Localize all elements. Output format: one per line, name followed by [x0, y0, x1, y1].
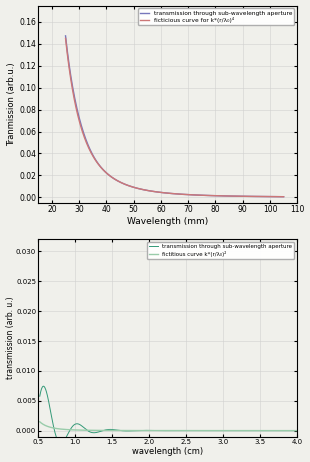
transmission through sub-wavelength aperture — [167, 190, 171, 196]
transmission through sub-wavelength aperture — [239, 428, 243, 433]
ficticious curve for k*(r/λ₀)⁴ — [64, 36, 67, 41]
ficticious curve for k*(r/λ₀)⁴ — [277, 194, 280, 200]
ficticious curve for k*(r/λ₀)⁴ — [282, 194, 286, 200]
ficticious curve for k*(r/λ₀)⁴ — [169, 191, 172, 196]
transmission through sub-wavelength aperture — [64, 33, 67, 39]
fictitious curve k*(r/λ₀)² — [64, 427, 68, 432]
ficticious curve for k*(r/λ₀)⁴ — [182, 192, 185, 197]
fictitious curve k*(r/λ₀)² — [243, 428, 247, 433]
transmission through sub-wavelength aperture — [215, 428, 219, 433]
transmission through sub-wavelength aperture — [193, 192, 197, 198]
fictitious curve k*(r/λ₀)² — [142, 428, 146, 433]
transmission through sub-wavelength aperture — [277, 194, 280, 200]
transmission through sub-wavelength aperture — [182, 192, 185, 197]
X-axis label: wavelength (cm): wavelength (cm) — [132, 447, 203, 456]
transmission through sub-wavelength aperture — [282, 194, 286, 200]
Line: transmission through sub-wavelength aperture: transmission through sub-wavelength aper… — [65, 36, 284, 197]
Legend: transmission through sub-wavelength aperture, fictitious curve k*(r/λ₀)²: transmission through sub-wavelength aper… — [147, 242, 294, 259]
transmission through sub-wavelength aperture — [152, 428, 156, 433]
Y-axis label: transmission (arb. u.): transmission (arb. u.) — [6, 297, 15, 379]
Line: fictitious curve k*(r/λ₀)²: fictitious curve k*(r/λ₀)² — [40, 422, 297, 431]
Legend: transmission through sub-wavelength aperture, ficticious curve for k*(r/λ₀)⁴: transmission through sub-wavelength aper… — [138, 8, 294, 25]
transmission through sub-wavelength aperture — [295, 428, 299, 433]
ficticious curve for k*(r/λ₀)⁴ — [242, 194, 246, 199]
fictitious curve k*(r/λ₀)² — [151, 428, 155, 433]
transmission through sub-wavelength aperture — [169, 191, 172, 196]
Y-axis label: Tranmission (arb.u.): Tranmission (arb.u.) — [7, 62, 16, 146]
Line: transmission through sub-wavelength aperture: transmission through sub-wavelength aper… — [40, 386, 297, 444]
fictitious curve k*(r/λ₀)² — [38, 419, 42, 425]
fictitious curve k*(r/λ₀)² — [215, 428, 219, 433]
transmission through sub-wavelength aperture — [143, 428, 146, 433]
ficticious curve for k*(r/λ₀)⁴ — [167, 190, 171, 196]
X-axis label: Wavelength (mm): Wavelength (mm) — [127, 217, 208, 225]
transmission through sub-wavelength aperture — [38, 394, 42, 399]
transmission through sub-wavelength aperture — [59, 441, 63, 446]
transmission through sub-wavelength aperture — [65, 434, 69, 439]
fictitious curve k*(r/λ₀)² — [239, 428, 242, 433]
transmission through sub-wavelength aperture — [242, 194, 246, 199]
transmission through sub-wavelength aperture — [42, 383, 45, 389]
transmission through sub-wavelength aperture — [244, 428, 248, 433]
Line: ficticious curve for k*(r/λ₀)⁴: ficticious curve for k*(r/λ₀)⁴ — [65, 38, 284, 197]
fictitious curve k*(r/λ₀)² — [295, 428, 299, 433]
ficticious curve for k*(r/λ₀)⁴ — [193, 192, 197, 198]
